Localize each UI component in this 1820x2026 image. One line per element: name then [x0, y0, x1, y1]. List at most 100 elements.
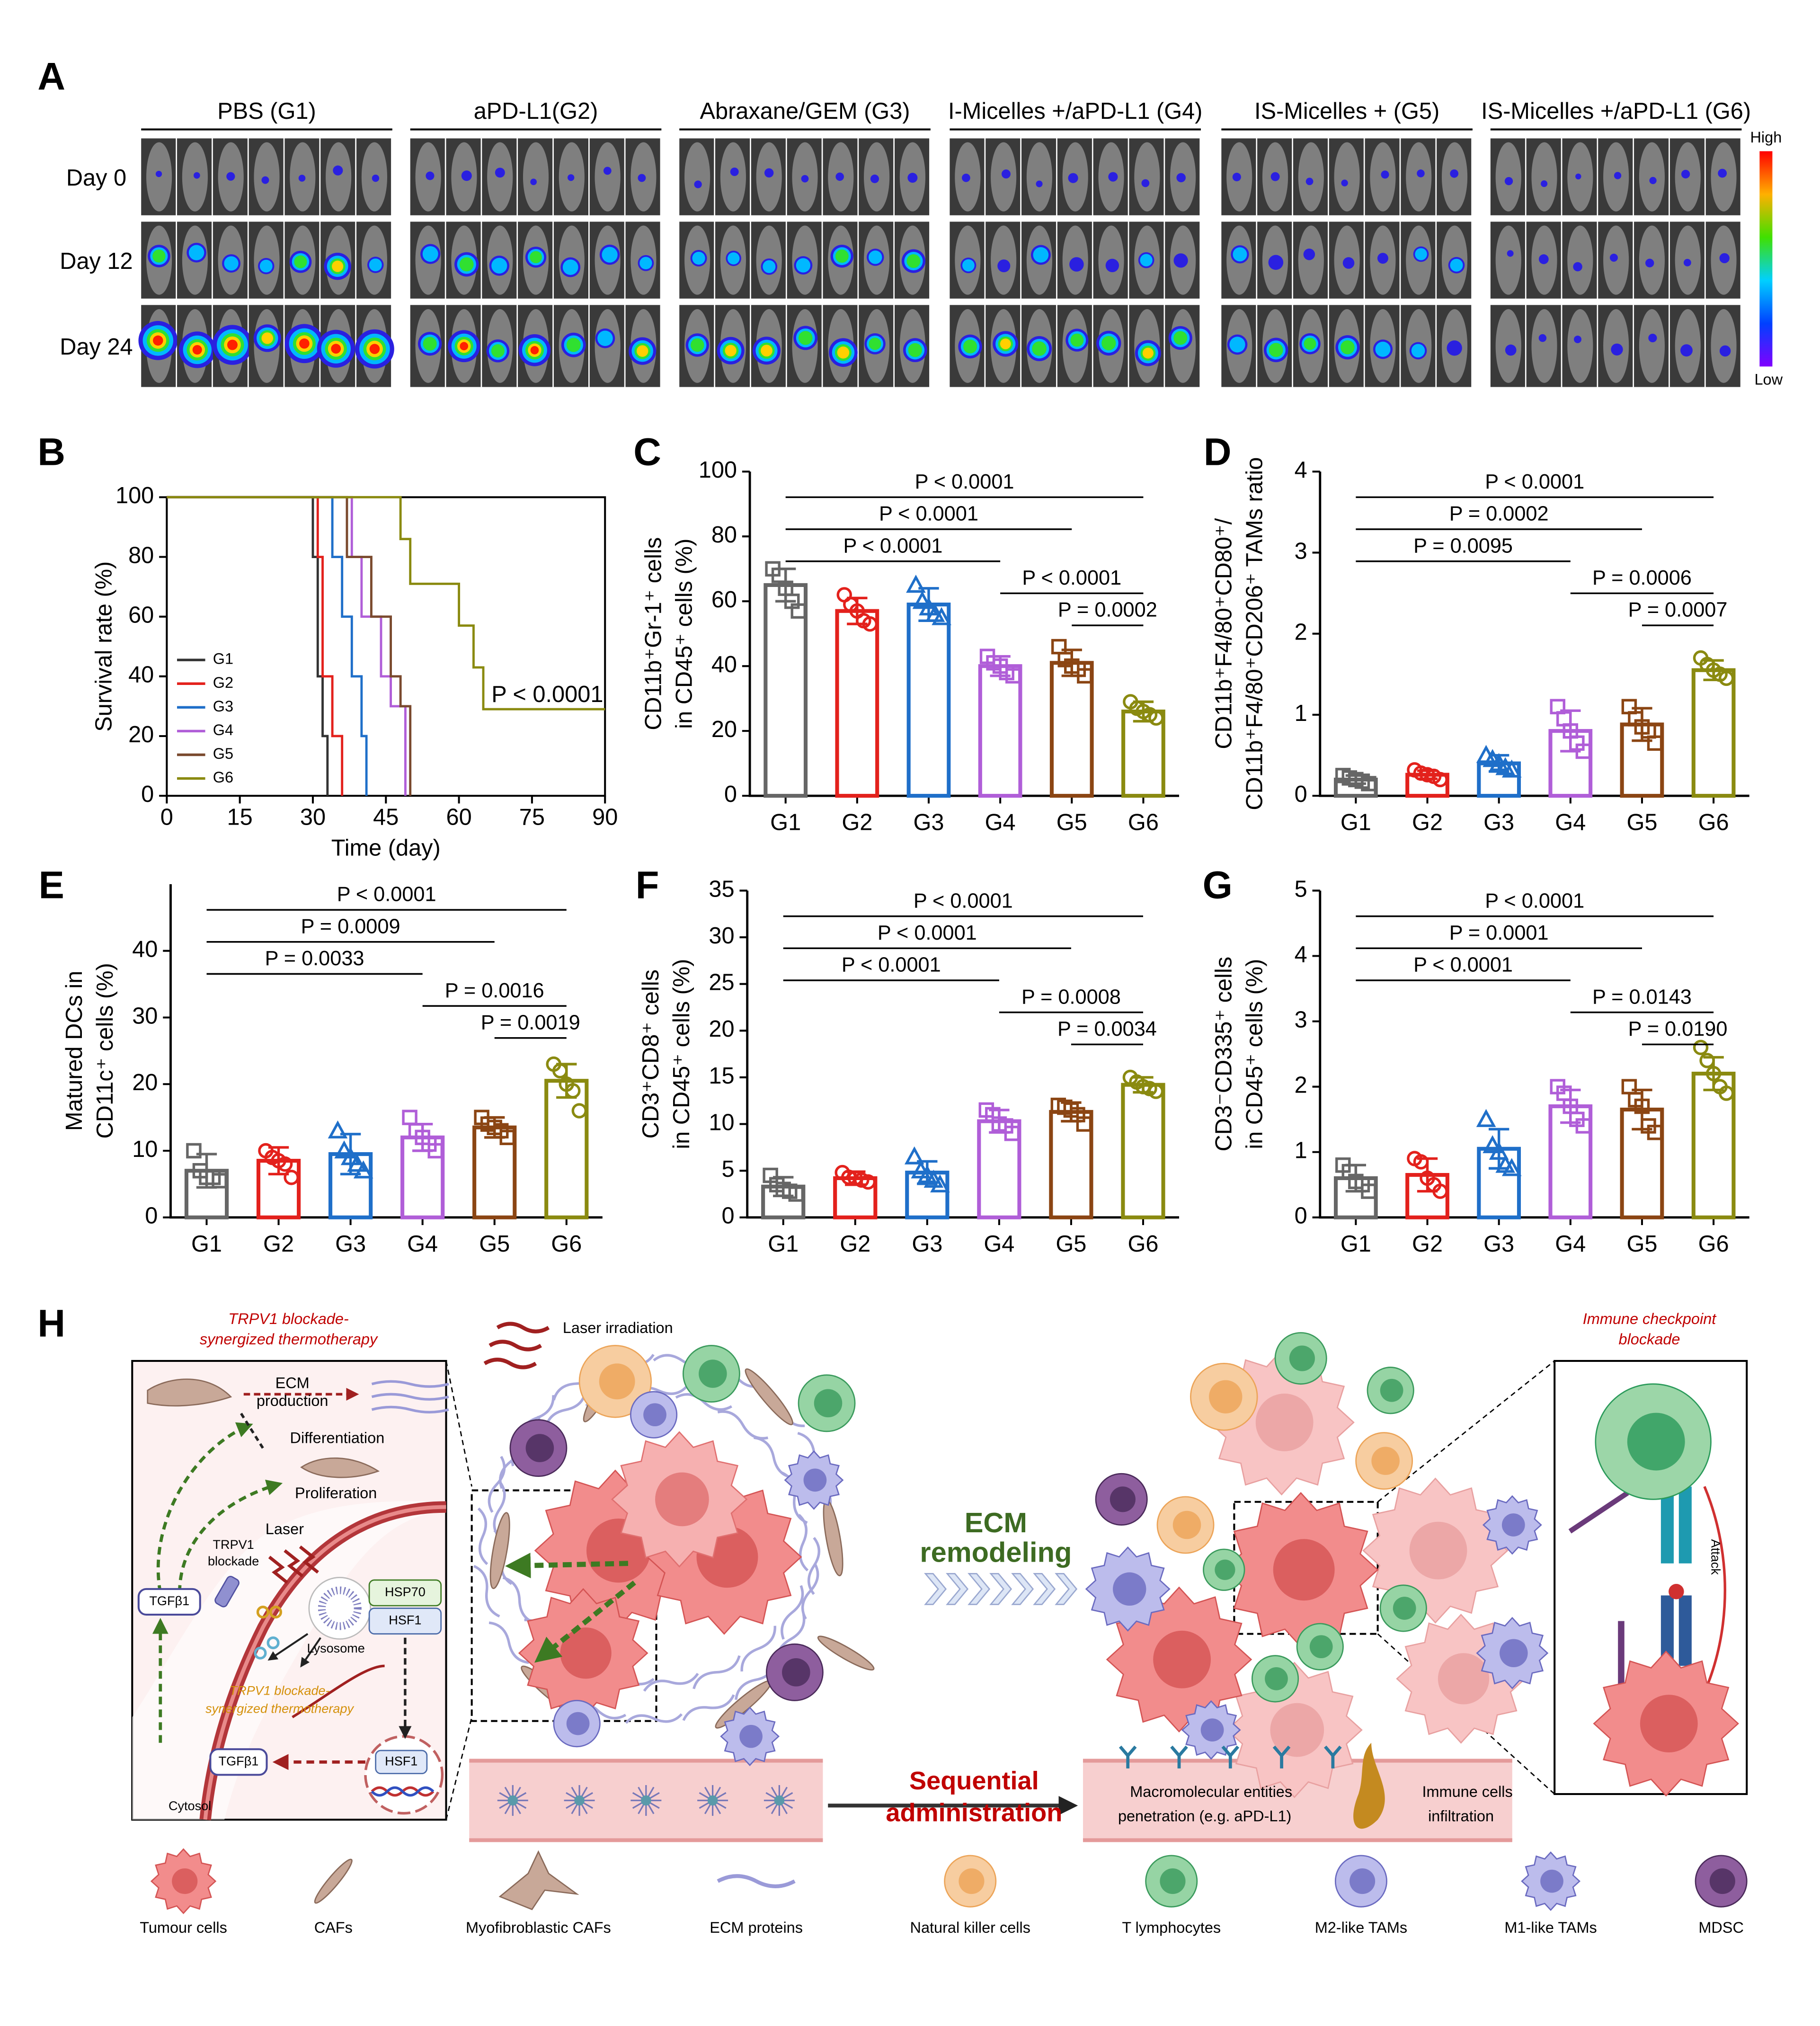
- y-axis-label: CD11b⁺Gr-1⁺ cells: [641, 537, 666, 730]
- bar: [472, 1125, 517, 1219]
- signal: [1411, 344, 1425, 358]
- signal: [1504, 177, 1513, 186]
- p-value: P = 0.0002: [1058, 599, 1157, 622]
- point: [402, 1110, 417, 1125]
- signal: [1142, 347, 1154, 359]
- point: [347, 1154, 367, 1172]
- nucleus: [959, 1868, 985, 1894]
- point: [212, 1173, 227, 1189]
- signal: [1108, 172, 1118, 182]
- signal: [1032, 341, 1047, 356]
- x-tick-label: 75: [519, 805, 545, 830]
- nucleus: [1349, 1868, 1376, 1894]
- point: [571, 1103, 587, 1119]
- point: [1501, 759, 1522, 778]
- ecm-fiber: [493, 1480, 506, 1539]
- y-axis-label: CD3⁻CD335⁺ cells: [1211, 957, 1236, 1152]
- nucleus: [1627, 1413, 1685, 1471]
- signal: [1609, 253, 1618, 262]
- x-tick-label: G2: [1412, 1231, 1443, 1257]
- signal: [459, 257, 474, 272]
- p-value: P = 0.0007: [1628, 599, 1728, 622]
- x-tick-label: G6: [1128, 810, 1159, 835]
- signal: [1649, 177, 1657, 184]
- p-value: P = 0.0143: [1592, 986, 1692, 1008]
- legend-label: T lymphocytes: [1122, 1919, 1221, 1936]
- point: [1077, 668, 1092, 684]
- signal: [1645, 258, 1654, 267]
- legend-label: G5: [213, 745, 233, 762]
- point: [1483, 1135, 1502, 1154]
- mouse: [684, 142, 710, 212]
- ecm-fiber: [808, 1537, 820, 1595]
- signal: [332, 260, 344, 272]
- diagram-label: TRPV1 blockade-: [228, 1310, 349, 1327]
- y-tick-label: 4: [1295, 942, 1307, 967]
- survival-curve: [167, 496, 329, 796]
- x-tick-label: G1: [1341, 810, 1371, 835]
- point: [788, 1186, 804, 1202]
- mouse: [1531, 309, 1557, 383]
- x-tick-label: G4: [1555, 1231, 1586, 1257]
- signal: [1719, 345, 1731, 357]
- nucleus: [172, 1868, 198, 1894]
- diagram-label: Lysosome: [307, 1641, 365, 1655]
- point: [1004, 1126, 1020, 1141]
- nucleus: [1265, 1667, 1288, 1690]
- point: [1575, 743, 1591, 759]
- y-tick-label: 0: [145, 1203, 158, 1229]
- signal: [530, 251, 542, 264]
- x-tick-label: G4: [984, 1231, 1014, 1257]
- p-value: P = 0.0019: [481, 1011, 580, 1034]
- y-tick-label: 10: [709, 1110, 734, 1135]
- signal: [1507, 250, 1514, 257]
- nucleus: [782, 1658, 810, 1687]
- ecm-fiber: [740, 1626, 776, 1672]
- x-tick-label: 15: [227, 805, 253, 830]
- nucleus: [599, 1363, 635, 1400]
- point: [1647, 1125, 1663, 1140]
- legend-label: Tumour cells: [140, 1919, 227, 1936]
- micelle-core: [507, 1795, 518, 1806]
- x-tick-label: G1: [191, 1231, 222, 1257]
- y-tick-label: 30: [709, 923, 734, 949]
- mouse: [1639, 142, 1665, 212]
- antibody: [1221, 1745, 1240, 1768]
- chevron: [946, 1573, 969, 1605]
- diagram-label: TRPV1 blockade-: [230, 1683, 330, 1698]
- nucleus: [1270, 1703, 1324, 1757]
- x-tick-label: G3: [913, 810, 944, 835]
- mouse: [1639, 309, 1665, 383]
- legend-label: Myofibroblastic CAFs: [466, 1919, 611, 1936]
- signal: [224, 256, 239, 271]
- signal: [562, 259, 578, 275]
- nucleus: [1640, 1695, 1698, 1753]
- micelle-core: [574, 1795, 585, 1806]
- point: [353, 1160, 373, 1179]
- point: [906, 575, 926, 593]
- nucleus: [1200, 1718, 1224, 1742]
- group-label: IS-Micelles + (G5): [1254, 98, 1439, 124]
- point: [932, 607, 951, 625]
- group-label: I-Micelles +/aPD-L1 (G4): [948, 98, 1202, 124]
- p-value: P < 0.0001: [915, 471, 1014, 493]
- bar: [1049, 1110, 1093, 1219]
- x-tick-label: 30: [300, 805, 326, 830]
- signal: [460, 342, 469, 351]
- legend-label: G3: [213, 698, 233, 715]
- point: [1718, 670, 1734, 686]
- y-axis-label: Survival rate (%): [91, 561, 116, 732]
- panel-letter: D: [1204, 430, 1232, 473]
- signal: [602, 247, 618, 263]
- diagram-label: Immune cells: [1422, 1783, 1512, 1800]
- signal: [299, 338, 310, 349]
- mouse: [1334, 142, 1360, 212]
- point: [860, 1174, 876, 1190]
- mouse: [1495, 142, 1521, 212]
- signal: [835, 172, 844, 181]
- signal: [1070, 333, 1084, 347]
- p-value: P = 0.0001: [1449, 922, 1549, 944]
- point: [919, 597, 939, 616]
- point: [340, 1147, 361, 1165]
